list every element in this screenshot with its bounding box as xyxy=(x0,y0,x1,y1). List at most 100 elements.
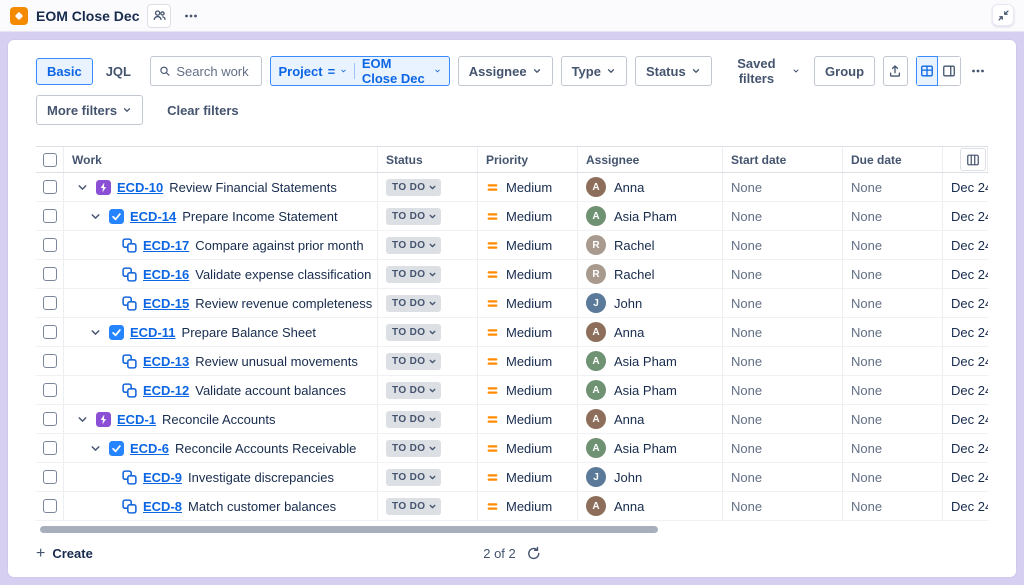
due-date-field[interactable]: None xyxy=(843,173,943,201)
work-title[interactable]: Review unusual movements xyxy=(195,353,358,369)
extra-date-field[interactable]: Dec 24, xyxy=(951,353,988,369)
row-checkbox[interactable] xyxy=(42,383,57,397)
work-title[interactable]: Validate expense classification xyxy=(195,266,372,282)
due-date-field[interactable]: None xyxy=(843,289,943,317)
assignee-field[interactable]: A Anna xyxy=(578,405,723,433)
expand-chevron[interactable] xyxy=(87,208,103,224)
status-dropdown[interactable]: TO DO xyxy=(386,323,442,341)
column-settings-button[interactable] xyxy=(960,148,986,171)
assignee-field[interactable]: R Rachel xyxy=(578,260,723,288)
select-all-checkbox[interactable] xyxy=(42,152,57,167)
row-checkbox[interactable] xyxy=(42,441,57,455)
status-dropdown[interactable]: TO DO xyxy=(386,178,442,196)
extra-date-field[interactable]: Dec 24, xyxy=(951,440,988,456)
extra-date-field[interactable]: Dec 24, xyxy=(951,266,988,282)
work-key-link[interactable]: ECD-9 xyxy=(143,469,183,485)
start-date-field[interactable]: None xyxy=(723,434,843,462)
assignee-field[interactable]: A Asia Pham xyxy=(578,347,723,375)
priority-field[interactable]: Medium xyxy=(478,492,578,520)
work-key-link[interactable]: ECD-1 xyxy=(117,411,157,427)
priority-field[interactable]: Medium xyxy=(478,347,578,375)
due-date-field[interactable]: None xyxy=(843,202,943,230)
export-button[interactable] xyxy=(883,56,908,86)
create-button[interactable]: + Create xyxy=(36,544,93,562)
priority-field[interactable]: Medium xyxy=(478,376,578,404)
work-title[interactable]: Prepare Income Statement xyxy=(182,208,338,224)
work-key-link[interactable]: ECD-8 xyxy=(143,498,183,514)
work-title[interactable]: Review Financial Statements xyxy=(169,179,337,195)
extra-date-field[interactable]: Dec 24, xyxy=(951,382,988,398)
start-date-field[interactable]: None xyxy=(723,231,843,259)
work-key-link[interactable]: ECD-13 xyxy=(143,353,190,369)
extra-date-field[interactable]: Dec 24, xyxy=(951,324,988,340)
more-filters-button[interactable]: More filters xyxy=(36,95,144,125)
row-checkbox[interactable] xyxy=(42,354,57,368)
expand-chevron[interactable] xyxy=(74,179,90,195)
due-date-field[interactable]: None xyxy=(843,318,943,346)
status-dropdown[interactable]: TO DO xyxy=(386,236,442,254)
work-title[interactable]: Reconcile Accounts xyxy=(162,411,276,427)
type-filter-button[interactable]: Type xyxy=(560,56,627,86)
work-key-link[interactable]: ECD-16 xyxy=(143,266,190,282)
start-date-field[interactable]: None xyxy=(723,463,843,491)
start-date-field[interactable]: None xyxy=(723,289,843,317)
work-title[interactable]: Match customer balances xyxy=(188,498,337,514)
team-access-button[interactable] xyxy=(147,3,172,28)
assignee-field[interactable]: R Rachel xyxy=(578,231,723,259)
assignee-field[interactable]: A Anna xyxy=(578,318,723,346)
row-checkbox[interactable] xyxy=(42,499,57,513)
view-toggle-sidebar-button[interactable] xyxy=(938,56,961,86)
row-checkbox[interactable] xyxy=(42,180,57,194)
start-date-field[interactable]: None xyxy=(723,318,843,346)
status-dropdown[interactable]: TO DO xyxy=(386,265,442,283)
due-date-field[interactable]: None xyxy=(843,231,943,259)
start-date-field[interactable]: None xyxy=(723,173,843,201)
due-date-field[interactable]: None xyxy=(843,376,943,404)
due-date-field[interactable]: None xyxy=(843,347,943,375)
assignee-field[interactable]: A Anna xyxy=(578,492,723,520)
start-date-field[interactable]: None xyxy=(723,202,843,230)
due-date-field[interactable]: None xyxy=(843,434,943,462)
work-key-link[interactable]: ECD-17 xyxy=(143,237,190,253)
status-dropdown[interactable]: TO DO xyxy=(386,352,442,370)
clear-filters-button[interactable]: Clear filters xyxy=(161,95,245,125)
assignee-filter-button[interactable]: Assignee xyxy=(457,56,553,86)
due-date-field[interactable]: None xyxy=(843,260,943,288)
due-date-field[interactable]: None xyxy=(843,492,943,520)
priority-field[interactable]: Medium xyxy=(478,231,578,259)
view-toggle-table-button[interactable] xyxy=(915,56,939,86)
status-dropdown[interactable]: TO DO xyxy=(386,468,442,486)
status-dropdown[interactable]: TO DO xyxy=(386,439,442,457)
extra-date-field[interactable]: Dec 24, xyxy=(951,498,988,514)
row-checkbox[interactable] xyxy=(42,325,57,339)
refresh-button[interactable] xyxy=(526,546,541,561)
work-key-link[interactable]: ECD-14 xyxy=(130,208,177,224)
expand-chevron[interactable] xyxy=(87,324,103,340)
work-key-link[interactable]: ECD-15 xyxy=(143,295,190,311)
group-button[interactable]: Group xyxy=(814,56,876,86)
row-checkbox[interactable] xyxy=(42,238,57,252)
jql-tab[interactable]: JQL xyxy=(94,57,142,85)
start-date-field[interactable]: None xyxy=(723,492,843,520)
status-dropdown[interactable]: TO DO xyxy=(386,410,442,428)
work-title[interactable]: Compare against prior month xyxy=(195,237,364,253)
work-key-link[interactable]: ECD-11 xyxy=(130,324,176,340)
priority-field[interactable]: Medium xyxy=(478,173,578,201)
work-key-link[interactable]: ECD-6 xyxy=(130,440,170,456)
priority-field[interactable]: Medium xyxy=(478,463,578,491)
assignee-field[interactable]: A Asia Pham xyxy=(578,376,723,404)
project-filter-chip[interactable]: Project = EOM Close Dec xyxy=(269,56,450,86)
status-dropdown[interactable]: TO DO xyxy=(386,497,442,515)
work-title[interactable]: Reconcile Accounts Receivable xyxy=(175,440,357,456)
row-checkbox[interactable] xyxy=(42,296,57,310)
due-date-field[interactable]: None xyxy=(843,405,943,433)
assignee-field[interactable]: A Anna xyxy=(578,173,723,201)
priority-field[interactable]: Medium xyxy=(478,260,578,288)
search-input[interactable] xyxy=(176,63,253,79)
status-dropdown[interactable]: TO DO xyxy=(386,381,442,399)
saved-filters-button[interactable]: Saved filters xyxy=(720,56,806,86)
status-dropdown[interactable]: TO DO xyxy=(386,294,442,312)
extra-date-field[interactable]: Dec 24, xyxy=(951,469,988,485)
assignee-field[interactable]: J John xyxy=(578,289,723,317)
work-title[interactable]: Validate account balances xyxy=(195,382,347,398)
